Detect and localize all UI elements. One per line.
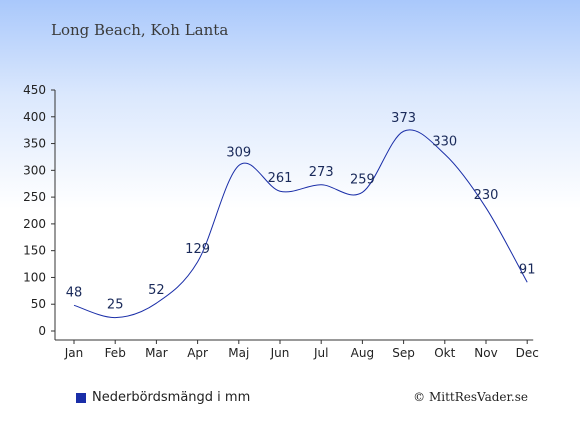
chart-title: Long Beach, Koh Lanta	[51, 21, 229, 39]
data-label: 48	[66, 285, 83, 300]
data-label: 129	[185, 242, 210, 257]
x-tick-label: Feb	[105, 346, 126, 360]
legend-swatch	[76, 392, 86, 403]
x-tick-label: Dec	[516, 346, 539, 360]
x-tick-label: Okt	[434, 346, 455, 360]
x-tick-label: Jul	[313, 346, 328, 360]
data-label: 330	[432, 134, 457, 149]
x-tick-label: Apr	[187, 346, 208, 360]
y-tick-label: 400	[23, 110, 46, 124]
y-tick-label: 0	[38, 324, 46, 338]
data-label: 273	[309, 165, 334, 180]
x-tick-label: Mar	[145, 346, 168, 360]
y-tick-label: 100	[23, 270, 46, 284]
y-tick-label: 300	[23, 163, 46, 177]
x-tick-label: Jun	[270, 346, 290, 360]
data-label: 309	[226, 146, 251, 161]
credit-text: © MittResVader.se	[413, 390, 528, 404]
x-tick-label: Jan	[64, 346, 84, 360]
x-tick-label: Nov	[474, 346, 497, 360]
y-tick-label: 50	[31, 297, 46, 311]
y-tick-label: 150	[23, 244, 46, 258]
x-tick-label: Aug	[351, 346, 374, 360]
x-tick-label: Maj	[228, 346, 249, 360]
data-label: 259	[350, 172, 375, 187]
data-label: 261	[268, 171, 293, 186]
data-label: 373	[391, 111, 416, 126]
legend: Nederbördsmängd i mm	[76, 390, 250, 405]
y-tick-label: 250	[23, 190, 46, 204]
data-label: 91	[519, 262, 536, 277]
y-tick-label: 450	[23, 83, 46, 97]
data-label: 52	[148, 283, 165, 298]
data-label: 230	[474, 188, 499, 203]
y-tick-label: 200	[23, 217, 46, 231]
series-line	[73, 129, 528, 319]
data-label: 25	[107, 298, 124, 313]
x-tick-label: Sep	[392, 346, 415, 360]
legend-label: Nederbördsmängd i mm	[92, 390, 251, 405]
y-tick-label: 350	[23, 137, 46, 151]
